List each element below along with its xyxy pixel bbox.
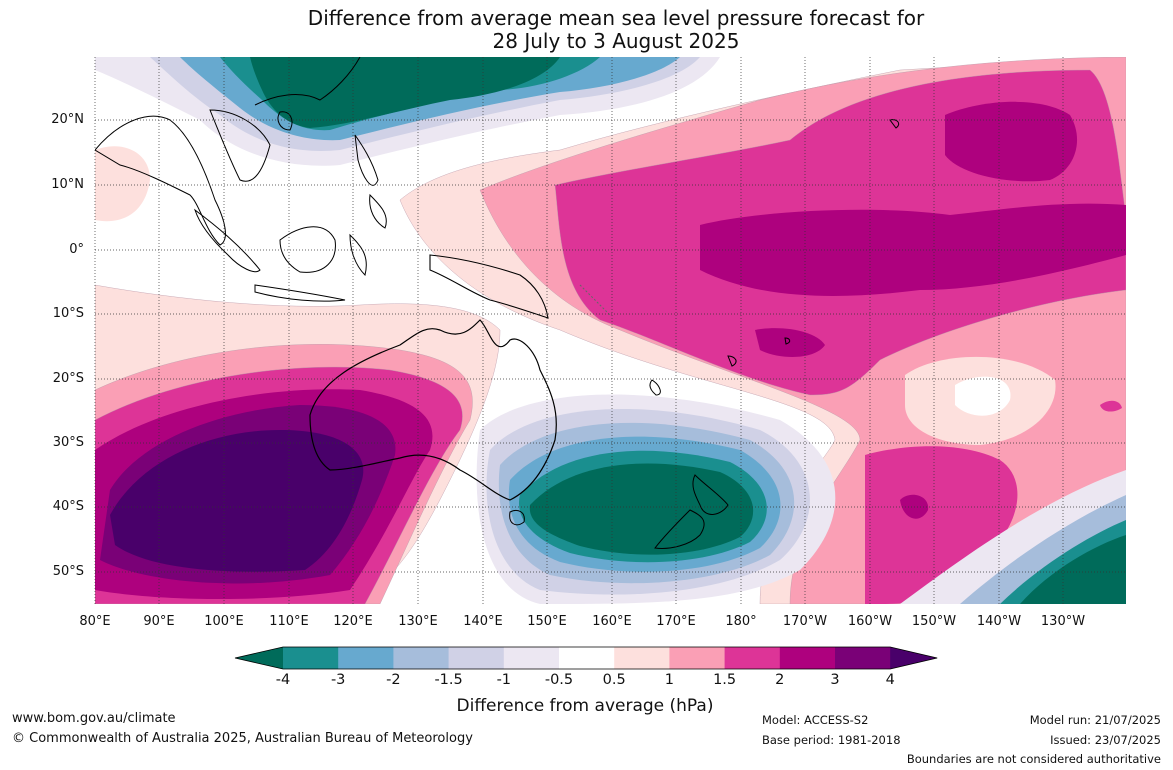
- colorbar-segment: [779, 647, 836, 669]
- colorbar-segment: [283, 647, 339, 669]
- colorbar-segment: [503, 647, 560, 669]
- longitude-label: 120°E: [333, 614, 373, 629]
- colorbar-tick-label: 1: [664, 672, 674, 688]
- colorbar-tick-label: 4: [885, 672, 895, 688]
- latitude-label: 30°S: [52, 435, 84, 450]
- longitude-label: 150°E: [527, 614, 567, 629]
- latitude-label: 10°S: [52, 306, 84, 321]
- longitude-label: 170°E: [656, 614, 696, 629]
- map-title-line2: 28 July to 3 August 2025: [492, 29, 740, 53]
- colorbar-segment: [835, 647, 891, 669]
- footer-issued: Issued: 23/07/2025: [1050, 733, 1161, 747]
- longitude-label: 160°E: [592, 614, 632, 629]
- colorbar-tick-label: 1.5: [713, 672, 737, 688]
- longitude-label: 150°W: [911, 614, 957, 629]
- footer-copyright: © Commonwealth of Australia 2025, Austra…: [12, 731, 473, 746]
- colorbar-segment: [669, 647, 726, 669]
- longitude-label: 130°W: [1040, 614, 1086, 629]
- footer-base-period: Base period: 1981-2018: [762, 733, 901, 747]
- colorbar-segment: [393, 647, 450, 669]
- colorbar-min-arrow: [235, 647, 283, 669]
- colorbar-tick-label: 0.5: [602, 672, 626, 688]
- colorbar-segment: [724, 647, 781, 669]
- colorbar-tick-label: 3: [830, 672, 840, 688]
- longitude-label: 130°E: [398, 614, 438, 629]
- colorbar-outline: [234, 646, 938, 670]
- colorbar-tick-label: -4: [275, 672, 291, 688]
- footer-disclaimer: Boundaries are not considered authoritat…: [906, 752, 1161, 766]
- longitude-label: 140°W: [976, 614, 1022, 629]
- colorbar-segment: [338, 647, 394, 669]
- colorbar-segment: [448, 647, 505, 669]
- longitude-label: 110°E: [269, 614, 309, 629]
- latitude-label: 50°S: [52, 564, 84, 579]
- colorbar-segment: [614, 647, 670, 669]
- longitude-label: 160°W: [847, 614, 893, 629]
- colorbar-tick-label: -0.5: [544, 672, 574, 688]
- longitude-label: 170°W: [782, 614, 828, 629]
- footer-url: www.bom.gov.au/climate: [12, 711, 176, 726]
- colorbar-title: Difference from average (hPa): [456, 696, 714, 716]
- latitude-label: 20°N: [51, 112, 84, 127]
- longitude-label: 100°E: [204, 614, 244, 629]
- colorbar-tick-label: -2: [386, 672, 401, 688]
- longitude-label: 80°E: [79, 614, 111, 629]
- latitude-label: 10°N: [51, 177, 84, 192]
- footer-model: Model: ACCESS-S2: [762, 713, 869, 727]
- colorbar-max-arrow: [890, 647, 938, 669]
- map-title-line1: Difference from average mean sea level p…: [307, 6, 925, 30]
- latitude-label: 40°S: [52, 499, 84, 514]
- graticule: [94, 57, 1126, 604]
- colorbar: [234, 646, 938, 670]
- latitude-label: 20°S: [52, 371, 84, 386]
- colorbar-tick-label: -1.5: [434, 672, 463, 688]
- contour-field: [95, 57, 1126, 604]
- longitude-label: 140°E: [463, 614, 503, 629]
- longitude-label: 180°: [725, 614, 757, 629]
- colorbar-tick-label: 2: [775, 672, 785, 688]
- footer-model-run: Model run: 21/07/2025: [1029, 713, 1161, 727]
- latitude-label: 0°: [69, 242, 84, 257]
- colorbar-tick-label: -1: [496, 672, 512, 688]
- longitude-label: 90°E: [143, 614, 175, 629]
- colorbar-segment: [559, 647, 615, 669]
- colorbar-tick-label: -3: [330, 672, 346, 688]
